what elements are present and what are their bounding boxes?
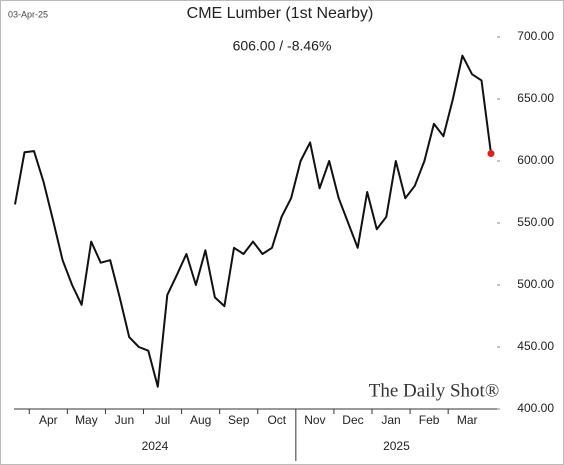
y-tick-label: 600.00 [517,153,554,167]
x-tick-label: Jun [115,413,134,427]
y-tick-label: 450.00 [517,339,554,353]
year-label: 2025 [383,439,410,453]
x-tick-label: Dec [342,413,363,427]
x-tick-label: Oct [267,413,286,427]
x-tick-label: Nov [304,413,325,427]
last-point [487,150,495,158]
x-tick-label: Feb [419,413,440,427]
watermark: The Daily Shot® [369,380,500,401]
y-tick-label: 700.00 [517,29,554,43]
subtitle: 606.00 / -8.46% [233,38,332,54]
chart-title: CME Lumber (1st Nearby) [187,5,374,22]
y-tick-label: 650.00 [517,91,554,105]
year-label: 2024 [142,439,169,453]
y-tick-label: 500.00 [517,277,554,291]
x-tick-label: Jul [155,413,170,427]
line [14,54,492,388]
x-tick-label: Apr [39,413,58,427]
x-tick-label: Aug [190,413,211,427]
y-tick-label: 550.00 [517,215,554,229]
date-label: 03-Apr-25 [8,9,48,19]
x-tick-label: Sep [228,413,250,427]
x-tick-label: May [75,413,98,427]
x-tick-label: Mar [457,413,478,427]
y-tick-label: 400.00 [517,401,554,415]
x-tick-label: Jan [381,413,400,427]
